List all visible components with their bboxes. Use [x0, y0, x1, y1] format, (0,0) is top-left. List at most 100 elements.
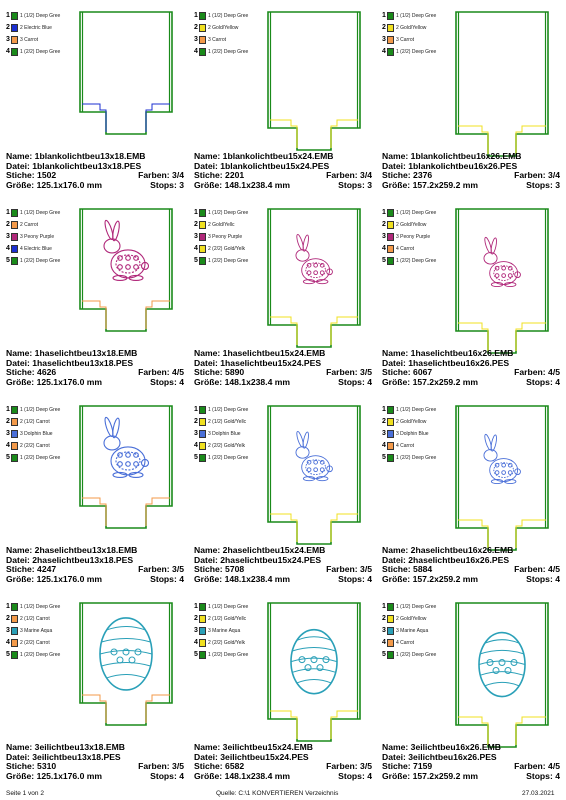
stops-label: Stops:	[338, 573, 365, 584]
info-line: Datei: 3eilichtbeu13x18.PES	[6, 752, 188, 763]
frame-outline	[267, 11, 361, 151]
legend-number: 3	[382, 430, 386, 437]
stops-label: Stops:	[338, 179, 365, 190]
color-swatch	[11, 406, 18, 414]
stitches-label: Stiche:	[382, 564, 411, 575]
size-label: Größe:	[194, 770, 223, 781]
design-name: 2haselichtbeu16x26.EMB	[410, 545, 514, 555]
legend-number: 4	[194, 639, 198, 646]
legend-item: 5 1 (2/2) Deep Gree	[6, 651, 78, 663]
design-card: 1 1 (1/2) Deep Gree 2 2 (1/2) Carrot 3 3 Mari…	[0, 591, 186, 787]
design-card: 1 1 (1/2) Deep Gree 2 2 (1/2) Carrot 3 3 Dolp…	[0, 394, 186, 590]
legend-item: 4 2 (2/2) Carrot	[6, 442, 78, 454]
thread-name: 1 (1/2) Deep Gree	[208, 407, 249, 413]
legend-item: 1 1 (1/2) Deep Gree	[194, 12, 266, 24]
file-label: Datei:	[194, 357, 218, 368]
color-swatch	[11, 209, 18, 217]
thread-name: 3 Peony Purple	[396, 234, 431, 240]
color-swatch	[199, 442, 206, 450]
thread-name: 4 Carrot	[396, 640, 415, 646]
size-label: Größe:	[194, 573, 223, 584]
legend-item: 1 1 (1/2) Deep Gree	[6, 209, 78, 221]
info-line: Stiche: 5310 Farben: 3/5	[6, 761, 188, 772]
design-size: 157.2x259.2 mm	[412, 179, 479, 190]
color-legend: 1 1 (1/2) Deep Gree 2 2 Gold/Yellow 3 3 Marin…	[382, 603, 454, 663]
legend-number: 4	[6, 245, 10, 252]
color-count: 3/5	[172, 761, 184, 772]
color-count: 4/5	[548, 761, 560, 772]
info-line: Datei: 3eilichtbeu15x24.PES	[194, 752, 376, 763]
design-file: 1haselichtbeu13x18.PES	[32, 357, 134, 368]
legend-number: 3	[6, 36, 10, 43]
design-info: Name: 3eilichtbeu16x26.EMB Datei: 3eilic…	[382, 742, 564, 781]
legend-item: 3 3 Dolphin Blue	[382, 430, 454, 442]
rabbit-motif	[483, 433, 521, 485]
legend-number: 5	[6, 651, 10, 658]
legend-number: 2	[6, 24, 10, 31]
color-legend: 1 1 (1/2) Deep Gree 2 2 Gold/Yellow 3 3 Carro…	[194, 12, 266, 60]
legend-number: 3	[6, 627, 10, 634]
legend-number: 1	[194, 406, 198, 413]
design-file: 3eilichtbeu16x26.PES	[408, 751, 497, 762]
info-line: Name: 3eilichtbeu16x26.EMB	[382, 742, 564, 753]
info-line: Name: 1haselichtbeu13x18.EMB	[6, 348, 188, 359]
legend-item: 4 4 Carrot	[382, 442, 454, 454]
color-swatch	[11, 603, 18, 611]
legend-number: 4	[6, 442, 10, 449]
thread-name: 2 Gold/Yellow	[396, 25, 427, 31]
legend-item: 4 1 (2/2) Deep Gree	[194, 48, 266, 60]
legend-number: 4	[6, 48, 10, 55]
design-preview	[266, 404, 362, 548]
legend-number: 5	[382, 651, 386, 658]
legend-item: 5 1 (2/2) Deep Gree	[194, 651, 266, 663]
design-size: 148.1x238.4 mm	[224, 770, 291, 781]
legend-number: 4	[382, 48, 386, 55]
info-right: Farben: 3/5	[326, 761, 372, 772]
legend-item: 3 3 Carrot	[194, 36, 266, 48]
stitches-label: Stiche:	[382, 170, 411, 181]
stitches-label: Stiche:	[194, 761, 223, 772]
design-preview	[454, 207, 550, 357]
info-line: Größe: 157.2x259.2 mm Stops: 3	[382, 179, 564, 191]
stops-label: Stops:	[150, 573, 177, 584]
thread-name: 2 (2/2) Gold/Yelk	[208, 443, 246, 449]
legend-number: 1	[382, 209, 386, 216]
stop-count: 4	[367, 770, 372, 781]
colors-label: Farben:	[326, 367, 358, 378]
thread-name: 3 Carrot	[20, 37, 39, 43]
info-right: Stops: 4	[150, 573, 184, 585]
color-swatch	[199, 36, 206, 44]
legend-number: 3	[194, 430, 198, 437]
colors-label: Farben:	[514, 564, 546, 575]
legend-number: 4	[194, 48, 198, 55]
color-swatch	[11, 454, 18, 462]
name-label: Name:	[6, 348, 33, 358]
design-file: 2haselichtbeu13x18.PES	[32, 554, 134, 565]
legend-item: 3 3 Dolphin Blue	[194, 430, 266, 442]
legend-item: 1 1 (1/2) Deep Gree	[382, 209, 454, 221]
design-preview	[454, 601, 550, 751]
legend-number: 3	[382, 627, 386, 634]
info-right: Farben: 3/5	[138, 761, 184, 772]
thread-name: 2 (1/2) Gold/Yellc	[208, 616, 247, 622]
color-swatch	[387, 454, 394, 462]
design-size: 148.1x238.4 mm	[224, 179, 291, 190]
colors-label: Farben:	[326, 170, 358, 181]
egg-motif	[99, 617, 153, 691]
info-right: Farben: 3/4	[514, 170, 560, 181]
design-card: 1 1 (1/2) Deep Gree 2 2 Gold/Yellow 3 3 Marin…	[376, 591, 562, 787]
legend-item: 4 2 (2/2) Gold/Yelk	[194, 442, 266, 454]
legend-item: 4 1 (2/2) Deep Gree	[6, 48, 78, 60]
legend-item: 5 1 (2/2) Deep Gree	[194, 454, 266, 466]
name-label: Name:	[382, 348, 409, 358]
legend-number: 3	[194, 233, 198, 240]
name-label: Name:	[194, 742, 221, 752]
egg-motif	[478, 631, 526, 698]
color-swatch	[387, 48, 394, 56]
info-line: Größe: 125.1x176.0 mm Stops: 4	[6, 377, 188, 388]
file-label: Datei:	[194, 554, 218, 565]
color-swatch	[387, 651, 394, 659]
color-count: 4/5	[548, 367, 560, 378]
thread-name: 4 Carrot	[396, 246, 415, 252]
design-info: Name: 2haselichtbeu13x18.EMB Datei: 2has…	[6, 545, 188, 585]
